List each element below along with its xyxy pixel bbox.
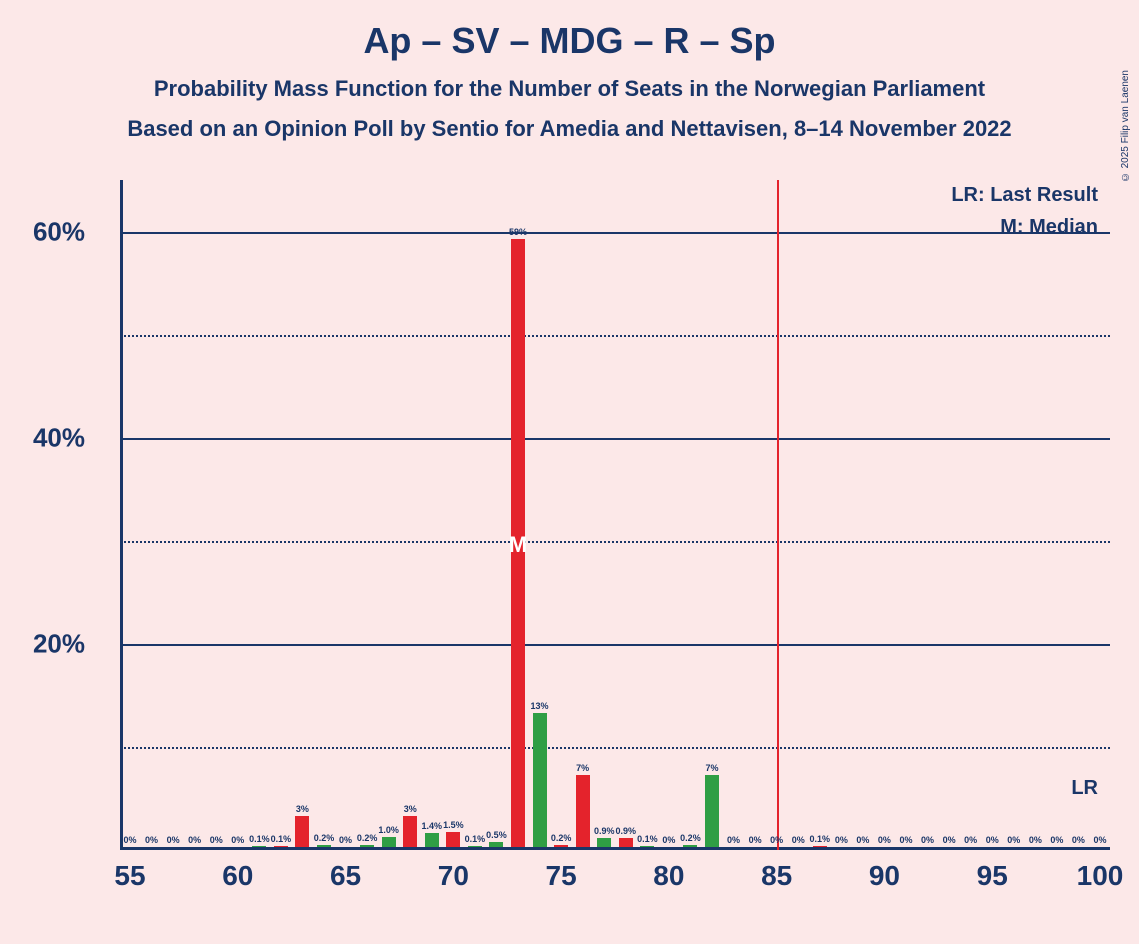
bar-value-label: 0.2% xyxy=(314,833,335,843)
bar-value-label: 0.1% xyxy=(810,834,831,844)
bar-value-label: 0.2% xyxy=(551,833,572,843)
gridline-major xyxy=(120,232,1110,234)
x-axis-label: 55 xyxy=(114,860,145,892)
bar xyxy=(533,713,547,847)
bar-value-label: 0% xyxy=(986,835,999,845)
bar-value-label: 0% xyxy=(727,835,740,845)
y-axis-label: 20% xyxy=(33,628,85,659)
bar-value-label: 0.1% xyxy=(637,834,658,844)
bar-value-label: 0% xyxy=(856,835,869,845)
lr-marker-label: LR xyxy=(1071,777,1098,800)
bar-value-label: 0% xyxy=(878,835,891,845)
bar xyxy=(705,775,719,847)
bar-value-label: 0% xyxy=(188,835,201,845)
y-axis-label: 60% xyxy=(33,216,85,247)
bar xyxy=(360,845,374,847)
last-result-line xyxy=(777,180,779,850)
bar-value-label: 3% xyxy=(296,804,309,814)
bar-value-label: 0% xyxy=(1093,835,1106,845)
bar xyxy=(274,846,288,847)
bar-value-label: 7% xyxy=(705,763,718,773)
bar xyxy=(576,775,590,847)
bar xyxy=(252,846,266,847)
x-axis-label: 60 xyxy=(222,860,253,892)
chart-subtitle-1: Probability Mass Function for the Number… xyxy=(0,76,1139,102)
gridline-minor xyxy=(120,541,1110,543)
chart-subtitle-2: Based on an Opinion Poll by Sentio for A… xyxy=(0,116,1139,142)
x-axis xyxy=(120,847,1110,850)
chart-title: Ap – SV – MDG – R – Sp xyxy=(0,20,1139,62)
median-marker: M xyxy=(509,532,527,558)
bar-value-label: 59% xyxy=(509,227,527,237)
bar-value-label: 0.5% xyxy=(486,830,507,840)
x-axis-label: 70 xyxy=(438,860,469,892)
bar-value-label: 0.2% xyxy=(680,833,701,843)
gridline-major xyxy=(120,644,1110,646)
bar-value-label: 13% xyxy=(531,701,549,711)
bar-value-label: 1.0% xyxy=(378,825,399,835)
bar xyxy=(554,845,568,847)
bar-value-label: 0% xyxy=(921,835,934,845)
bar xyxy=(813,846,827,847)
bar xyxy=(317,845,331,847)
gridline-major xyxy=(120,438,1110,440)
bar-value-label: 0.9% xyxy=(616,826,637,836)
bar-value-label: 1.5% xyxy=(443,820,464,830)
bar-value-label: 0% xyxy=(123,835,136,845)
bar-value-label: 0% xyxy=(1050,835,1063,845)
bar xyxy=(382,837,396,847)
gridline-minor xyxy=(120,335,1110,337)
x-axis-label: 85 xyxy=(761,860,792,892)
bar xyxy=(683,845,697,847)
bar-value-label: 0% xyxy=(339,835,352,845)
x-axis-label: 90 xyxy=(869,860,900,892)
bar xyxy=(446,832,460,847)
bar-value-label: 0.1% xyxy=(465,834,486,844)
bar-value-label: 0% xyxy=(145,835,158,845)
bar-value-label: 0% xyxy=(167,835,180,845)
bar xyxy=(468,846,482,847)
y-axis xyxy=(120,180,123,850)
bar-value-label: 0% xyxy=(835,835,848,845)
chart-area: LR 20%40%60% 556065707580859095100 0%0%0… xyxy=(120,180,1110,850)
bar-value-label: 0.1% xyxy=(271,834,292,844)
x-axis-label: 100 xyxy=(1077,860,1124,892)
legend-lr: LR: Last Result xyxy=(951,184,1098,207)
bar-value-label: 0% xyxy=(770,835,783,845)
legend-m: M: Median xyxy=(1000,216,1098,239)
bar-value-label: 3% xyxy=(404,804,417,814)
bar-value-label: 0% xyxy=(943,835,956,845)
bar-value-label: 7% xyxy=(576,763,589,773)
bar-value-label: 0% xyxy=(1029,835,1042,845)
bar-value-label: 0% xyxy=(792,835,805,845)
bar-value-label: 0.1% xyxy=(249,834,270,844)
bar-value-label: 0% xyxy=(964,835,977,845)
bar-value-label: 0% xyxy=(749,835,762,845)
bar xyxy=(489,842,503,847)
bar-value-label: 0% xyxy=(1007,835,1020,845)
x-axis-label: 80 xyxy=(653,860,684,892)
bar xyxy=(425,833,439,847)
bar-value-label: 0% xyxy=(899,835,912,845)
copyright-text: © 2025 Filip van Laenen xyxy=(1120,70,1131,182)
x-axis-label: 65 xyxy=(330,860,361,892)
bar-value-label: 0.2% xyxy=(357,833,378,843)
bar-value-label: 0% xyxy=(662,835,675,845)
gridline-minor xyxy=(120,747,1110,749)
bar xyxy=(295,816,309,847)
bar-value-label: 1.4% xyxy=(422,821,443,831)
bar xyxy=(619,838,633,847)
bar-value-label: 0% xyxy=(231,835,244,845)
x-axis-label: 75 xyxy=(546,860,577,892)
bar-value-label: 0% xyxy=(1072,835,1085,845)
y-axis-label: 40% xyxy=(33,422,85,453)
bar xyxy=(597,838,611,847)
bar xyxy=(403,816,417,847)
bar xyxy=(640,846,654,847)
x-axis-label: 95 xyxy=(977,860,1008,892)
bar-value-label: 0% xyxy=(210,835,223,845)
bar-value-label: 0.9% xyxy=(594,826,615,836)
